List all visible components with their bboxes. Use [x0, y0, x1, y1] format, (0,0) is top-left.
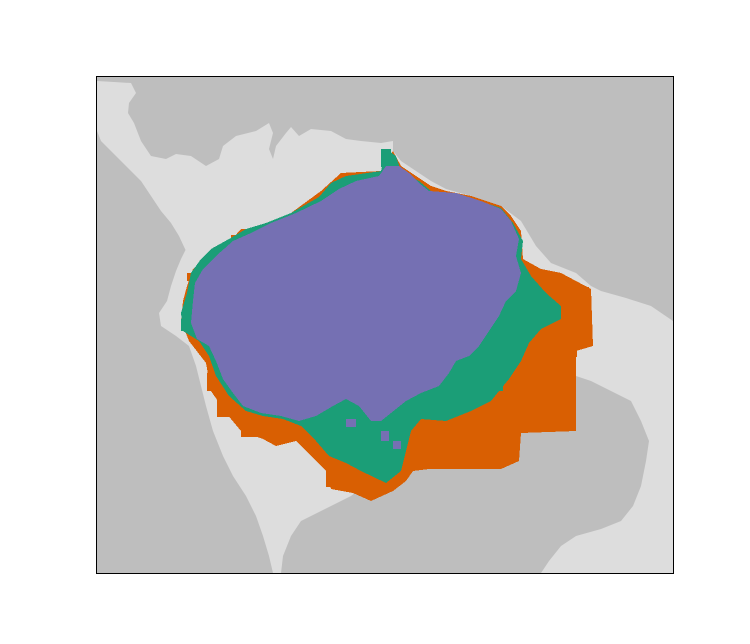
class-a-cell-6 [327, 377, 337, 387]
class-c-cell-17 [501, 301, 509, 311]
class-a-cell-0 [415, 223, 429, 235]
class-a-cell-1 [431, 241, 441, 251]
class-a-cell-7 [346, 419, 356, 427]
class-b-cell-8 [326, 471, 346, 487]
class-a-cell-9 [393, 441, 401, 449]
class-a-cell-3 [373, 263, 383, 271]
central-america-land [97, 81, 393, 251]
class-b-cell-10 [531, 273, 545, 283]
class-c-cell-22 [181, 319, 189, 331]
class-b-cell-14 [217, 397, 239, 417]
class-b-cell-15 [241, 421, 263, 437]
class-a-region [191, 166, 521, 421]
raster-class-a [191, 166, 521, 449]
class-a-cell-4 [351, 297, 359, 305]
class-c-cell-19 [539, 301, 549, 311]
class-c-cell-11 [446, 381, 460, 393]
class-a-cell-8 [381, 431, 389, 441]
map-frame [96, 76, 674, 574]
class-c-cell-27 [343, 441, 355, 451]
class-b-cell-12 [571, 287, 589, 337]
class-b-cell-16 [269, 429, 283, 441]
class-c-cell-13 [479, 361, 487, 369]
class-c-cell-0 [381, 149, 391, 167]
class-a-cell-11 [489, 265, 499, 273]
class-c-cell-14 [493, 381, 503, 391]
class-a-cell-12 [506, 256, 514, 264]
class-c-cell-28 [323, 421, 335, 431]
class-a-cell-2 [441, 271, 453, 281]
class-a-cell-10 [471, 301, 479, 309]
class-c-cell-29 [375, 433, 383, 443]
class-b-cell-9 [563, 341, 577, 357]
class-c-cell-18 [521, 291, 533, 305]
class-a-cell-5 [301, 331, 311, 341]
map-canvas [97, 77, 673, 573]
